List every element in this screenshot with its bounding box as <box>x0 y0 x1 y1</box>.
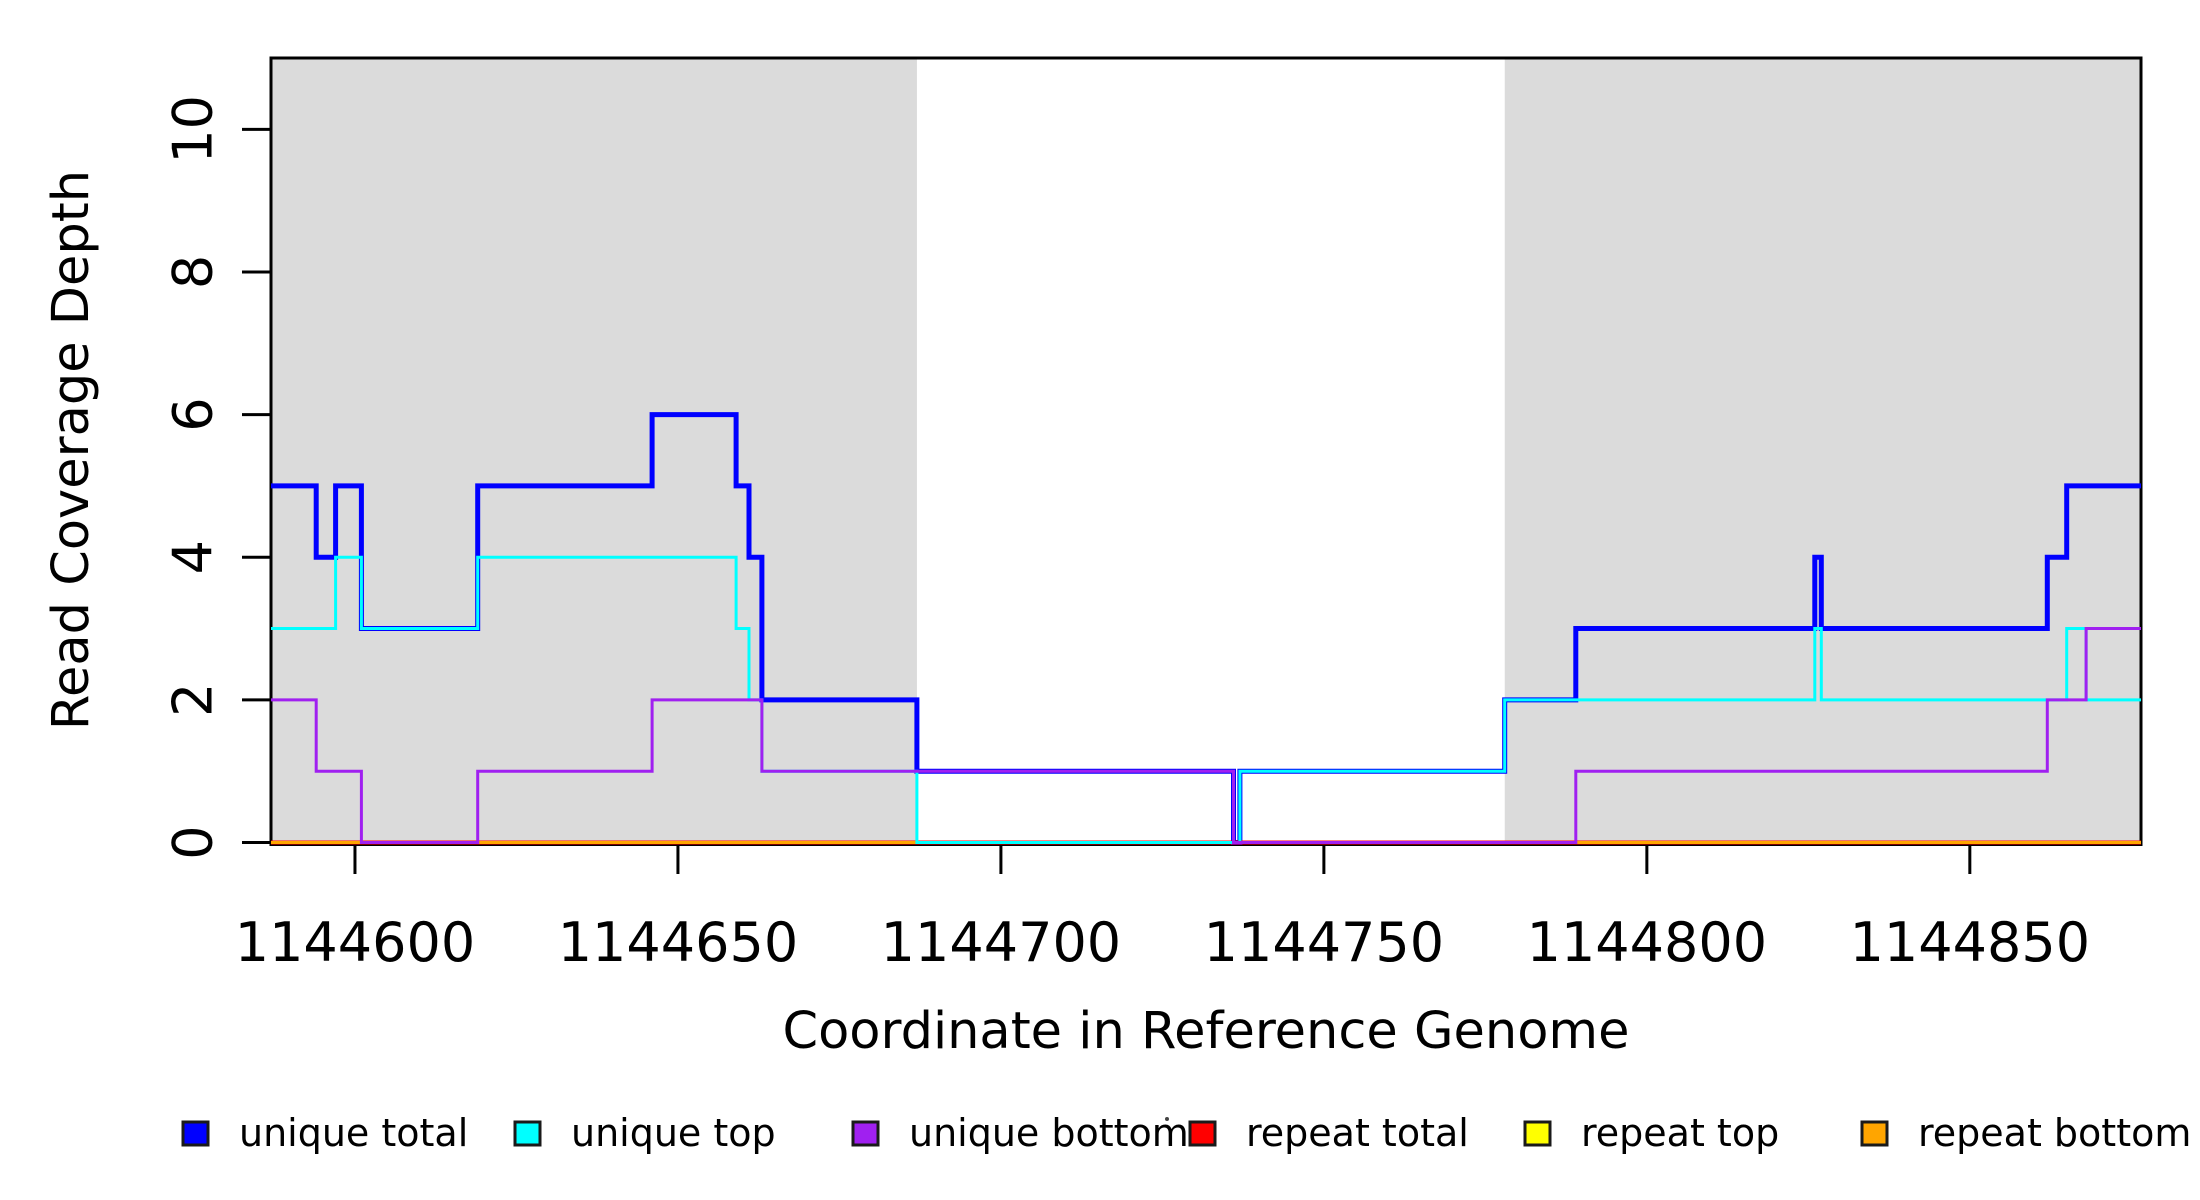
legend-label: repeat top <box>1581 1111 1779 1155</box>
legend-swatch <box>1523 1120 1552 1147</box>
legend-label: repeat bottom <box>1918 1111 2191 1155</box>
legend-item-unique-top: unique top <box>513 1111 776 1155</box>
shaded-regions <box>271 58 2141 844</box>
x-axis: 1144600 1144650 1144700 1144750 1144800 11448… <box>235 845 2090 974</box>
y-tick-label: 6 <box>162 397 225 431</box>
legend-item-repeat-total: repeat total <box>1188 1111 1469 1155</box>
legend-label: repeat total <box>1246 1111 1469 1155</box>
legend-item-unique-total: unique total <box>181 1111 468 1155</box>
legend-item-unique-bottom: unique bottom <box>851 1111 1189 1155</box>
x-axis-title: Coordinate in Reference Genome <box>782 1002 1629 1061</box>
legend: unique total unique top unique bottom repea… <box>181 1111 2191 1155</box>
y-tick-label: 4 <box>162 540 225 574</box>
legend-swatch <box>851 1120 880 1147</box>
y-tick-label: 8 <box>162 255 225 289</box>
speck-artifact <box>1165 1117 1169 1121</box>
series-unique-bottom <box>271 627 2141 844</box>
legend-label: unique top <box>571 1111 776 1155</box>
x-tick-label: 1144700 <box>881 911 1122 974</box>
legend-swatch <box>181 1120 210 1147</box>
series-unique-top <box>271 555 2141 844</box>
shaded-region-2 <box>1504 58 2141 844</box>
legend-item-repeat-top: repeat top <box>1523 1111 1779 1155</box>
y-axis: 0 2 4 6 8 10 <box>162 95 271 860</box>
legend-swatch <box>1860 1120 1889 1147</box>
legend-label: unique bottom <box>909 1111 1189 1155</box>
y-tick-label: 0 <box>162 825 225 859</box>
x-tick-label: 1144650 <box>558 911 799 974</box>
x-tick-label: 1144850 <box>1850 911 2091 974</box>
y-axis-title: Read Coverage Depth <box>42 170 101 730</box>
legend-swatch <box>513 1120 542 1147</box>
legend-swatch <box>1188 1120 1217 1147</box>
legend-item-repeat-bottom: repeat bottom <box>1860 1111 2191 1155</box>
y-tick-label: 2 <box>162 683 225 717</box>
legend-label: unique total <box>239 1111 468 1155</box>
y-tick-label: 10 <box>162 95 225 164</box>
shaded-region-1 <box>271 58 917 844</box>
x-tick-label: 1144800 <box>1527 911 1768 974</box>
x-tick-label: 1144750 <box>1204 911 1445 974</box>
x-tick-label: 1144600 <box>235 911 476 974</box>
series-lines <box>271 412 2141 845</box>
